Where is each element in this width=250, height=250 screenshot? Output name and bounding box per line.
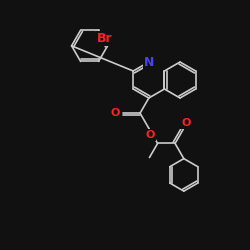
Text: O: O: [181, 118, 190, 128]
Text: O: O: [146, 130, 155, 140]
Text: N: N: [144, 56, 154, 68]
Text: Br: Br: [97, 32, 113, 45]
Text: O: O: [111, 108, 120, 118]
